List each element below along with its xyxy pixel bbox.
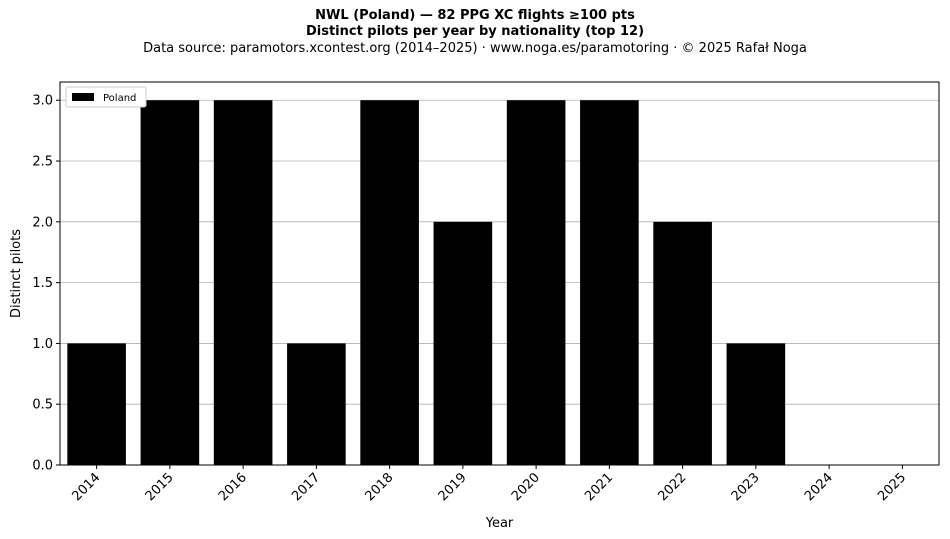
bar-2022 xyxy=(653,221,712,465)
x-axis-ticks: 2014 2015 2016 2017 2018 2019 2020 2021 2022 2023… xyxy=(69,465,909,504)
legend-swatch xyxy=(72,93,94,101)
y-tick-label: 0.5 xyxy=(32,398,53,413)
bars xyxy=(67,100,786,465)
bar-2014 xyxy=(67,343,126,465)
x-tick-label: 2015 xyxy=(143,470,177,504)
plot-frame xyxy=(59,81,940,466)
chart-title: NWL (Poland) — 82 PPG XC flights ≥100 pt… xyxy=(315,8,635,23)
x-tick-label: 2021 xyxy=(582,470,616,504)
y-tick-label: 2.0 xyxy=(32,215,53,230)
bar-2015 xyxy=(140,100,200,465)
y-tick-label: 3.0 xyxy=(32,94,53,109)
y-axis-label: Distinct pilots xyxy=(9,229,24,318)
bar-2021 xyxy=(580,100,639,465)
x-tick-label: 2019 xyxy=(436,470,470,504)
y-tick-label: 0.0 xyxy=(32,459,53,474)
chart-source: Data source: paramotors.xcontest.org (20… xyxy=(143,41,807,56)
bar-2018 xyxy=(360,100,419,465)
y-tick-label: 1.5 xyxy=(32,276,53,291)
bar-2020 xyxy=(506,100,566,465)
bar-2016 xyxy=(213,100,273,465)
legend: Poland xyxy=(65,86,147,108)
legend-label-poland: Poland xyxy=(103,93,136,104)
x-tick-label: 2023 xyxy=(729,470,763,504)
x-tick-label: 2020 xyxy=(509,470,543,504)
y-axis-ticks: 0.0 0.5 1.0 1.5 2.0 2.5 3.0 xyxy=(32,94,60,474)
x-tick-label: 2018 xyxy=(362,470,396,504)
x-axis-label: Year xyxy=(485,516,514,531)
bar-2017 xyxy=(287,343,346,465)
y-tick-label: 2.5 xyxy=(32,155,53,170)
x-tick-label: 2022 xyxy=(655,470,689,504)
x-tick-label: 2016 xyxy=(216,470,250,504)
legend-box xyxy=(65,86,147,108)
x-tick-label: 2014 xyxy=(69,470,103,504)
x-tick-label: 2017 xyxy=(289,470,323,504)
bar-2023 xyxy=(726,343,786,465)
bar-2019 xyxy=(433,221,493,465)
chart-subtitle: Distinct pilots per year by nationality … xyxy=(305,24,645,39)
y-tick-label: 1.0 xyxy=(32,337,53,352)
title-block: NWL (Poland) — 82 PPG XC flights ≥100 pt… xyxy=(0,8,950,58)
x-tick-label: 2025 xyxy=(875,470,909,504)
x-tick-label: 2024 xyxy=(802,470,836,504)
